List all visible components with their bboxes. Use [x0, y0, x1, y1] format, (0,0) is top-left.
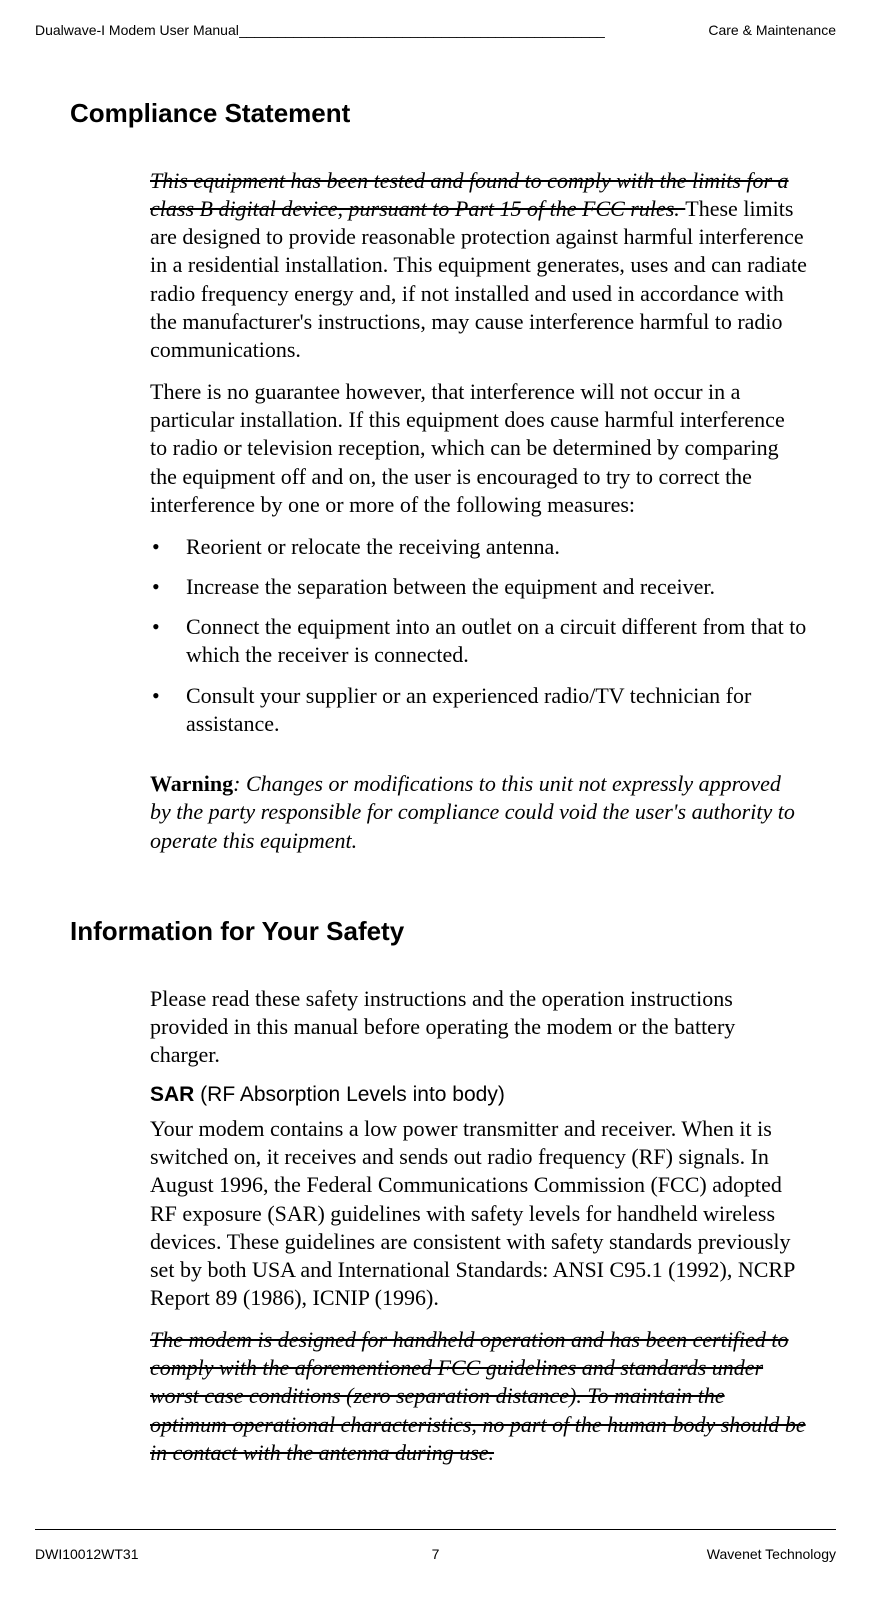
running-header: Dualwave-I Modem User Manual ___________… [35, 22, 836, 38]
sar-heading: SAR (RF Absorption Levels into body) [150, 1083, 807, 1107]
list-item: Connect the equipment into an outlet on … [150, 613, 807, 669]
list-item: Increase the separation between the equi… [150, 573, 807, 601]
list-item: Consult your supplier or an experienced … [150, 682, 807, 738]
sar-bold: SAR [150, 1083, 194, 1106]
safety-para-3: The modem is designed for handheld opera… [150, 1326, 807, 1467]
compliance-bullets: Reorient or relocate the receiving anten… [150, 533, 807, 738]
header-right: Care & Maintenance [704, 22, 836, 38]
section-gap [70, 856, 807, 916]
safety-title: Information for Your Safety [70, 916, 807, 947]
compliance-para-1: This equipment has been tested and found… [150, 167, 807, 364]
sar-rest: (RF Absorption Levels into body) [194, 1083, 505, 1106]
safety-body: Please read these safety instructions an… [70, 985, 807, 1467]
compliance-body: This equipment has been tested and found… [70, 167, 807, 856]
list-item: Reorient or relocate the receiving anten… [150, 533, 807, 561]
footer-left: DWI10012WT31 [35, 1546, 302, 1562]
footer-row: DWI10012WT31 7 Wavenet Technology [35, 1546, 836, 1562]
footer-rule [35, 1529, 836, 1530]
warning-label: Warning [150, 771, 233, 796]
safety-para-1: Please read these safety instructions an… [150, 985, 807, 1069]
header-left: Dualwave-I Modem User Manual [35, 22, 239, 38]
safety-para-3-strike: The modem is designed for handheld opera… [150, 1327, 806, 1465]
page: Dualwave-I Modem User Manual ___________… [0, 0, 871, 1604]
header-filler: ________________________________________… [239, 22, 705, 38]
compliance-title: Compliance Statement [70, 98, 807, 129]
footer-center: 7 [302, 1546, 569, 1562]
page-content: Compliance Statement This equipment has … [35, 38, 836, 1467]
warning-text: : Changes or modifications to this unit … [150, 771, 795, 853]
compliance-para-2: There is no guarantee however, that inte… [150, 378, 807, 519]
footer-right: Wavenet Technology [569, 1546, 836, 1562]
compliance-warning: Warning: Changes or modifications to thi… [150, 770, 807, 856]
safety-para-2: Your modem contains a low power transmit… [150, 1115, 807, 1312]
page-footer: DWI10012WT31 7 Wavenet Technology [35, 1529, 836, 1562]
